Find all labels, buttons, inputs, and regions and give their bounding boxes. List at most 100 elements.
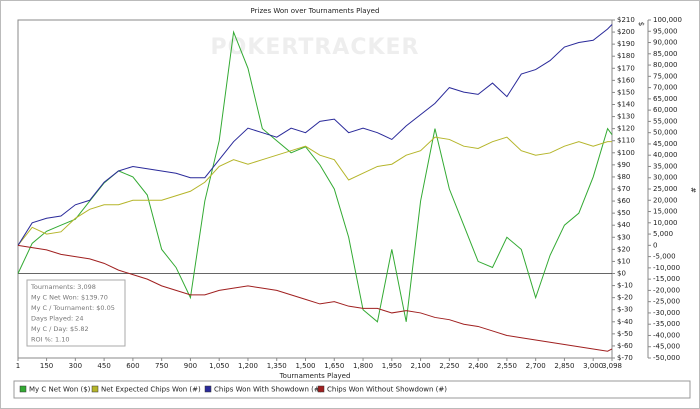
y2-tick-label: -40,000 [653,331,680,339]
x-tick-label: 2,100 [411,362,431,370]
info-line: Tournaments: 3,098 [30,283,96,291]
y2-tick-label: 0 [653,241,657,249]
info-line: My C / Day: $5.82 [31,325,89,333]
y2-tick-label: 65,000 [653,95,678,103]
y-tick-label: $-50 [617,330,633,338]
x-tick-label: 300 [69,362,82,370]
y2-tick-label: 10,000 [653,219,678,227]
legend-swatch [317,385,325,393]
y2-tick-label: 50,000 [653,129,678,137]
y2-axis-label: # [689,187,697,193]
x-tick-label: 750 [155,362,168,370]
y2-tick-label: 90,000 [653,39,678,47]
y-tick-label: $80 [617,173,630,181]
y-tick-label: $150 [617,88,635,96]
y-tick-label: $190 [617,40,635,48]
x-tick-label: 3,000 [583,362,603,370]
y-tick-label: $40 [617,221,630,229]
x-tick-label: 2,850 [554,362,574,370]
y-tick-label: $-20 [617,294,633,302]
series-line [17,244,613,352]
x-tick-label: 1,200 [238,362,258,370]
y-tick-label: $110 [617,137,635,145]
y-tick-label: $-70 [617,354,633,362]
y2-tick-label: -30,000 [653,309,680,317]
y-tick-label: $120 [617,125,635,133]
y2-tick-label: 35,000 [653,162,678,170]
y-tick-label: $200 [617,28,635,36]
legend-box [13,380,691,399]
y2-tick-label: 75,000 [653,72,678,80]
x-tick-label: 1,050 [209,362,229,370]
x-tick-label: 1,800 [353,362,373,370]
y2-tick-label: -45,000 [653,343,680,351]
y2-tick-label: 45,000 [653,140,678,148]
y2-tick-label: 70,000 [653,84,678,92]
y2-tick-label: 95,000 [653,27,678,35]
legend-swatch [19,385,27,393]
y2-tick-label: 5,000 [653,230,673,238]
y2-tick-label: -10,000 [653,264,680,272]
y-tick-label: $0 [617,270,626,278]
y2-tick-label: 30,000 [653,174,678,182]
series-line [17,24,613,246]
y-axis-label: $ [637,22,645,26]
y2-tick-label: -35,000 [653,320,680,328]
y2-tick-label: -15,000 [653,275,680,283]
x-tick-label: 2,250 [439,362,459,370]
y-tick-label: $-60 [617,342,633,350]
y-tick-label: $180 [617,52,635,60]
y2-tick-label: -25,000 [653,298,680,306]
y2-tick-label: 15,000 [653,208,678,216]
y2-tick-label: -20,000 [653,286,680,294]
watermark: POKERTRACKER [211,35,420,60]
legend-swatch [204,385,212,393]
x-tick-label: 1,650 [324,362,344,370]
x-tick-label: 2,700 [526,362,546,370]
y-tick-label: $70 [617,185,630,193]
info-line: ROI %: 1.10 [31,336,70,344]
y2-tick-label: 20,000 [653,196,678,204]
x-tick-label: 2,400 [468,362,488,370]
legend-label: Chips Won With Showdown (#) [214,386,323,394]
y-tick-label: $20 [617,245,630,253]
y2-tick-label: 100,000 [653,16,682,24]
x-tick-label: 1,350 [267,362,287,370]
y-tick-label: $50 [617,209,630,217]
y-tick-label: $60 [617,197,630,205]
info-line: My C Net Won: $139.70 [31,294,108,302]
x-tick-label: 450 [97,362,110,370]
x-tick-label: 1,950 [382,362,402,370]
x-axis-label: Tournaments Played [279,372,351,380]
legend-swatch [91,385,99,393]
y2-tick-label: -5,000 [653,253,676,261]
y-tick-label: $170 [617,64,635,72]
y-tick-label: $140 [617,101,635,109]
y2-tick-label: 80,000 [653,61,678,69]
y2-tick-label: 40,000 [653,151,678,159]
x-tick-label: 1 [16,362,20,370]
chart-title: Prizes Won over Tournaments Played [251,7,380,15]
y-tick-label: $130 [617,113,635,121]
y-tick-label: $90 [617,161,630,169]
y-tick-label: $-40 [617,318,633,326]
series-line [17,136,612,246]
legend-label: My C Net Won ($) [29,386,91,394]
x-tick-label: 150 [40,362,53,370]
y-tick-label: $-10 [617,282,633,290]
info-line: Days Played: 24 [31,315,84,323]
y-tick-label: $210 [617,16,635,24]
y2-tick-label: -50,000 [653,354,680,362]
x-tick-label: 600 [126,362,139,370]
y-tick-label: $-30 [617,306,633,314]
y-tick-label: $100 [617,149,635,157]
y-tick-label: $160 [617,76,635,84]
y2-tick-label: 85,000 [653,50,678,58]
y2-tick-label: 25,000 [653,185,678,193]
y-tick-label: $30 [617,233,630,241]
legend-label: Net Expected Chips Won (#) [101,386,201,394]
info-line: My C / Tournament: $0.05 [31,304,115,312]
y-tick-label: $10 [617,257,630,265]
legend-label: Chips Won Without Showdown (#) [327,386,447,394]
